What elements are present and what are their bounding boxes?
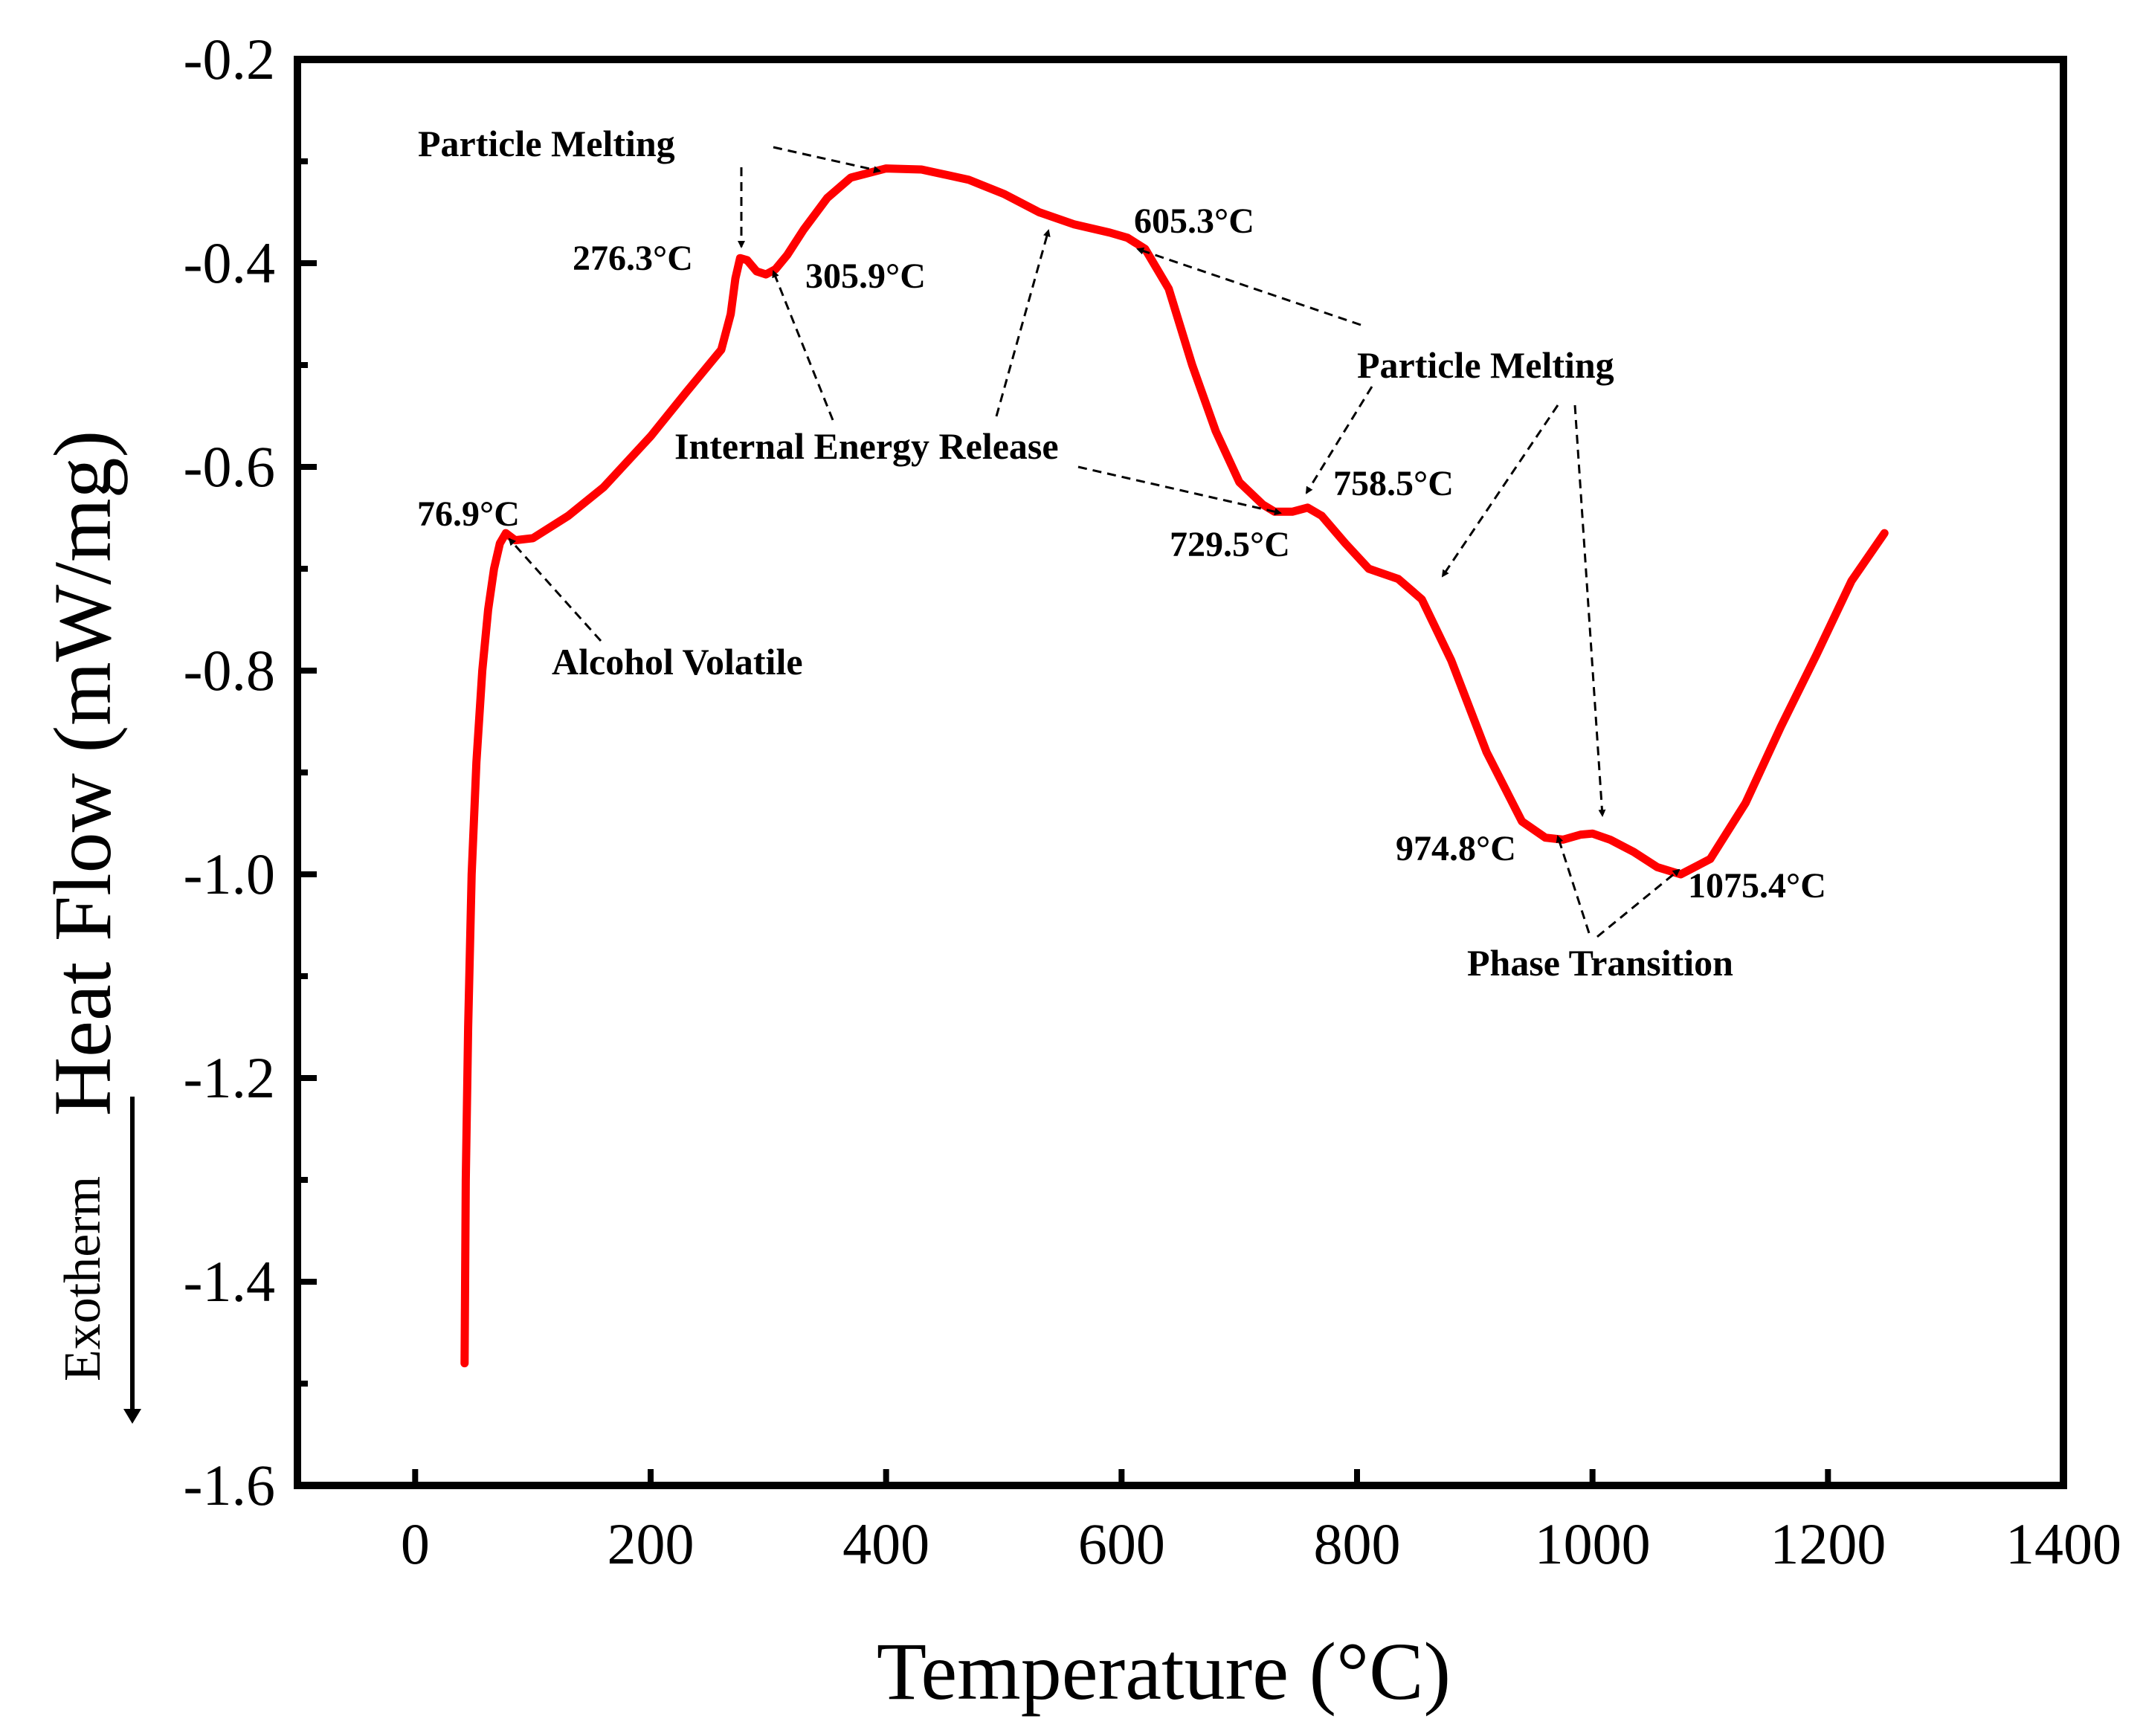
annotation-phase-transition: Phase Transition — [1467, 942, 1733, 984]
x-axis-ticks: 0 200 400 600 800 1000 1200 1400 — [401, 1469, 2121, 1576]
temp-label-974: 974.8°C — [1396, 829, 1516, 868]
arrow-energy-to-729 — [1077, 465, 1282, 516]
y-tick-label: -0.8 — [184, 638, 275, 703]
exotherm-label: Exotherm — [54, 1176, 112, 1381]
arrow-melting-to-peak — [773, 146, 881, 174]
y-tick-label: -1.6 — [184, 1453, 275, 1517]
arrow-melting2-to-1000 — [1573, 404, 1606, 817]
y-tick-label: -1.4 — [184, 1249, 275, 1314]
x-tick-label: 800 — [1314, 1511, 1401, 1576]
arrow-melting2-to-758 — [1305, 386, 1373, 494]
exotherm-arrowhead-icon — [123, 1409, 141, 1424]
temp-label-276: 276.3°C — [573, 239, 693, 278]
y-tick-label: -0.6 — [184, 434, 275, 499]
arrow-energy-to-305 — [772, 270, 834, 421]
annotation-alcohol-volatile: Alcohol Volatile — [552, 641, 803, 683]
arrow-alcohol-to-76 — [508, 538, 602, 642]
x-tick-label: 400 — [842, 1511, 929, 1576]
x-axis-title: Temperature (°C) — [877, 1626, 1451, 1717]
y-tick-label: -0.4 — [184, 230, 275, 295]
temp-label-729: 729.5°C — [1170, 525, 1290, 564]
arrow-phase-to-1075 — [1596, 868, 1680, 938]
temp-label-76: 76.9°C — [417, 494, 520, 534]
temp-label-305: 305.9°C — [805, 256, 926, 296]
arrow-melting2-to-shoulder — [1441, 404, 1559, 578]
x-tick-label: 200 — [608, 1511, 695, 1576]
annotation-particle-melting-1: Particle Melting — [418, 123, 675, 164]
plot-frame — [294, 56, 2067, 1489]
temp-label-758: 758.5°C — [1333, 464, 1454, 503]
x-tick-label: 1000 — [1535, 1511, 1651, 1576]
y-tick-label: -1.0 — [184, 842, 275, 906]
y-tick-label: -0.2 — [184, 27, 275, 91]
x-tick-label: 1400 — [2005, 1511, 2121, 1576]
y-axis-ticks: -1.6 -1.4 -1.2 -1.0 -0.8 -0.6 -0.4 -0.2 — [184, 27, 317, 1517]
y-axis-title: Heat Flow (mW/mg) — [37, 430, 128, 1117]
arrow-phase-to-974 — [1556, 835, 1591, 934]
annotation-arrows — [508, 146, 1680, 938]
annotation-particle-melting-2: Particle Melting — [1357, 344, 1614, 386]
temp-label-605: 605.3°C — [1134, 201, 1254, 241]
x-tick-label: 600 — [1078, 1511, 1165, 1576]
temp-label-1075: 1075.4°C — [1688, 866, 1826, 906]
annotation-internal-energy-release: Internal Energy Release — [674, 425, 1059, 467]
heat-flow-line — [460, 164, 1889, 1368]
arrow-energy-to-shoulder — [995, 229, 1051, 417]
arrow-melting2-to-605 — [1136, 247, 1361, 326]
y-tick-label: -1.2 — [184, 1045, 275, 1110]
x-tick-label: 1200 — [1770, 1511, 1886, 1576]
x-tick-label: 0 — [401, 1511, 430, 1576]
